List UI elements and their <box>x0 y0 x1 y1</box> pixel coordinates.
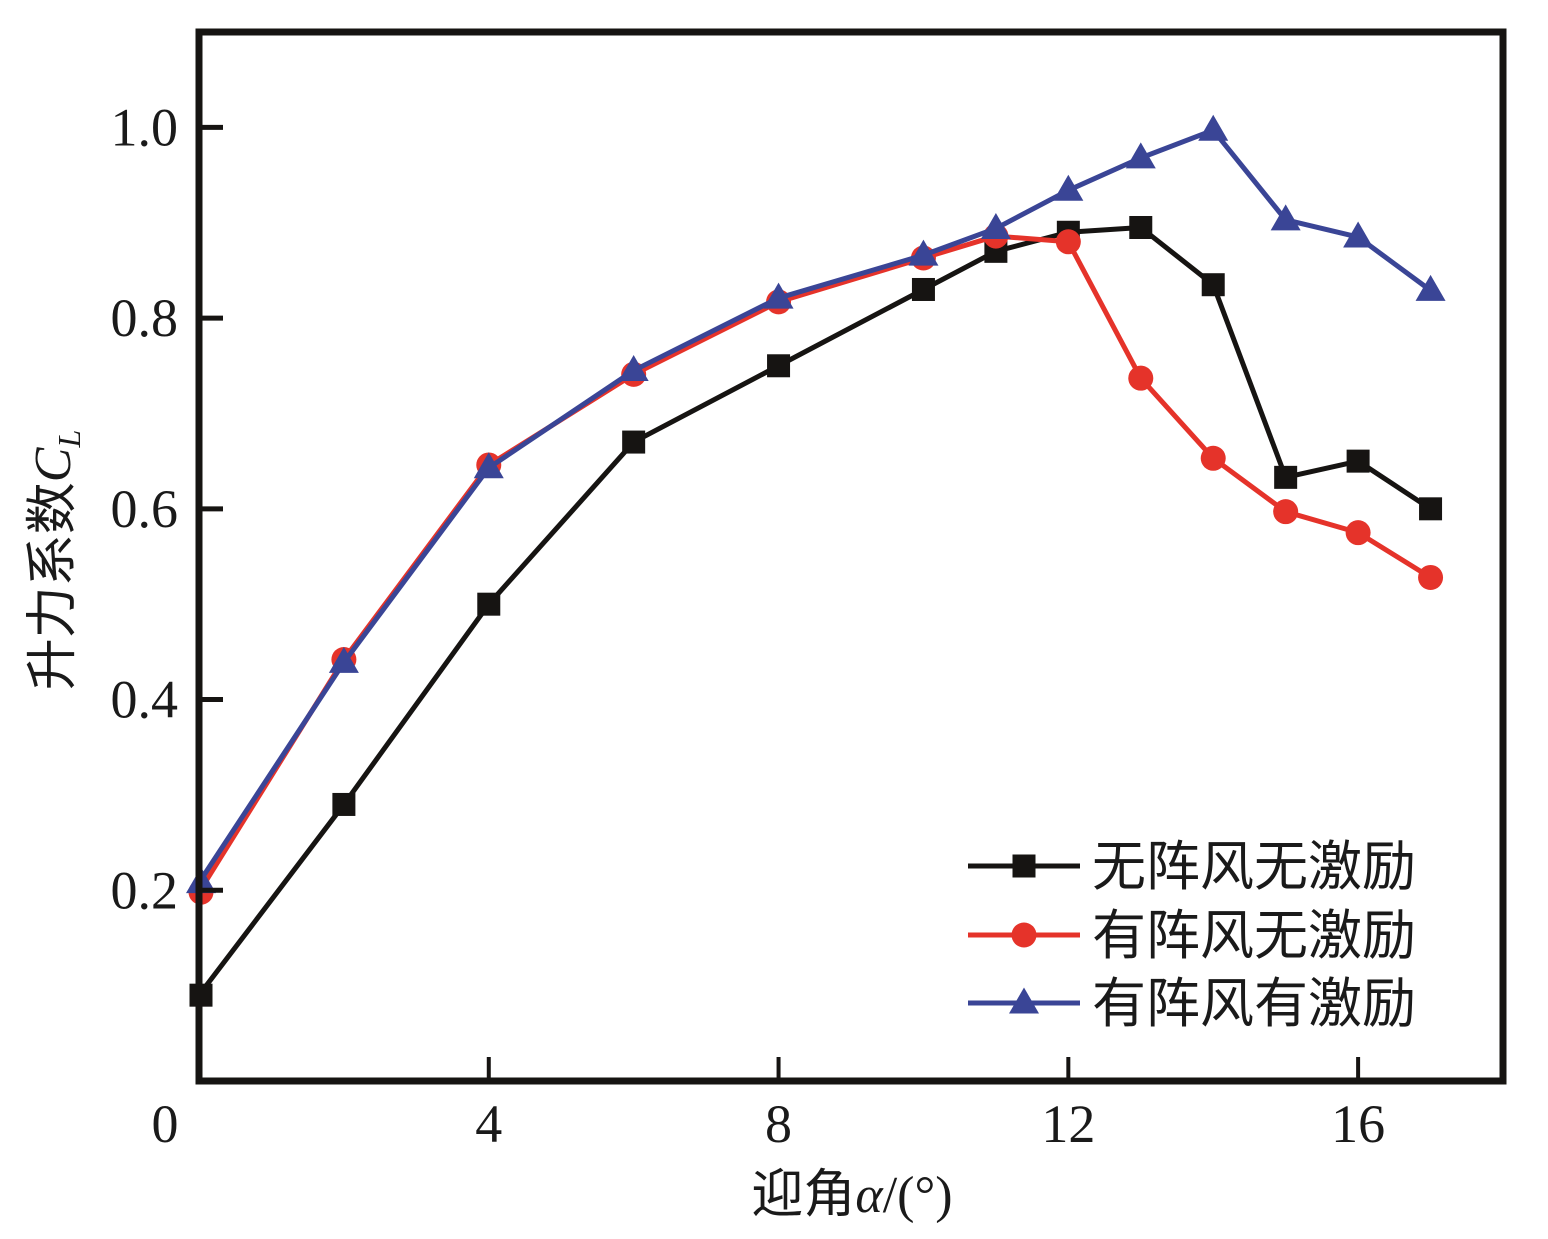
y-axis-ticks: 0.2 0.4 0.6 0.8 1.0 <box>111 97 223 920</box>
y-tick-label: 1.0 <box>111 97 179 157</box>
legend-marker <box>1012 854 1036 878</box>
data-point <box>1055 229 1081 255</box>
x-axis-title-unit: /(°) <box>883 1167 953 1224</box>
data-point <box>911 277 935 301</box>
x-tick-label: 12 <box>1041 1094 1095 1154</box>
legend-item: 无阵风无激励 <box>968 837 1416 897</box>
x-tick-label: 0 <box>152 1094 179 1154</box>
legend-item: 有阵风无激励 <box>968 906 1416 966</box>
y-axis-title: 升力系数CL <box>25 430 87 691</box>
data-point <box>473 452 504 479</box>
data-point <box>622 430 646 454</box>
legend-marker <box>1011 922 1037 948</box>
data-point <box>767 354 791 378</box>
data-point <box>332 792 356 816</box>
y-tick-label: 0.6 <box>111 479 179 539</box>
plot-frame <box>195 28 1507 1085</box>
data-point <box>1273 499 1299 525</box>
legend-label: 有阵风无激励 <box>1092 906 1416 966</box>
legend-label: 有阵风有激励 <box>1092 974 1416 1034</box>
x-axis-title-symbol: α <box>855 1167 884 1224</box>
data-point <box>1274 465 1298 489</box>
data-point <box>1129 215 1153 239</box>
x-axis-title-text: 迎角 <box>751 1167 855 1224</box>
y-axis-title-subscript: L <box>51 430 87 449</box>
legend-marker <box>1009 987 1039 1014</box>
series-line <box>196 233 1432 894</box>
y-axis-title-text: 升力系数 <box>25 482 82 690</box>
data-point <box>1343 221 1374 248</box>
series-layer <box>186 114 1446 1007</box>
data-point <box>1198 114 1229 141</box>
data-point <box>1125 142 1156 169</box>
series-triangle <box>186 114 1446 894</box>
series-circle <box>188 223 1444 905</box>
legend-label: 无阵风无激励 <box>1092 837 1416 897</box>
data-point <box>477 592 501 616</box>
data-point <box>1053 174 1084 201</box>
data-point <box>328 646 359 673</box>
x-axis-title: 迎角α/(°) <box>751 1167 952 1224</box>
data-point <box>1128 365 1154 391</box>
series-line <box>196 127 1433 885</box>
data-point <box>1200 445 1226 471</box>
data-point <box>1346 449 1370 473</box>
data-point <box>1345 520 1371 546</box>
y-tick-label: 0.8 <box>111 288 179 348</box>
data-point <box>1418 564 1444 590</box>
y-axis-title-symbol: C <box>25 446 82 482</box>
data-point <box>1419 497 1443 521</box>
x-tick-label: 16 <box>1331 1094 1385 1154</box>
data-point <box>908 239 939 266</box>
data-point <box>980 212 1011 239</box>
data-point <box>1201 273 1225 297</box>
y-tick-label: 0.2 <box>111 860 179 920</box>
data-point <box>618 355 649 382</box>
legend-item: 有阵风有激励 <box>968 974 1416 1034</box>
y-tick-label: 0.4 <box>111 670 179 730</box>
x-axis-ticks: 0 4 8 12 16 <box>152 1057 1385 1154</box>
x-tick-label: 8 <box>765 1094 792 1154</box>
x-tick-label: 4 <box>475 1094 502 1154</box>
data-point <box>1415 274 1446 301</box>
data-point <box>763 282 794 309</box>
data-point <box>1270 204 1301 231</box>
